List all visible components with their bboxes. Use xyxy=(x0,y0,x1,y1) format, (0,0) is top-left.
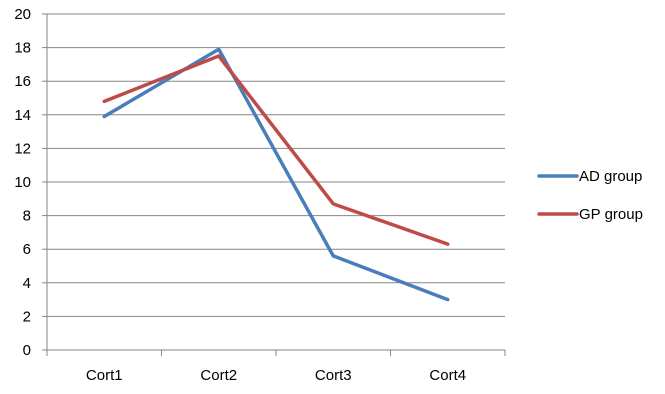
y-tick-label: 14 xyxy=(14,107,31,124)
y-tick-label: 2 xyxy=(23,308,31,325)
y-tick-label: 4 xyxy=(23,275,31,292)
gridlines xyxy=(47,13,505,317)
legend-label: AD group xyxy=(579,168,642,185)
axes xyxy=(42,13,506,356)
series-line-1 xyxy=(102,54,450,246)
legend: AD group GP group xyxy=(537,168,643,223)
y-tick-label: 0 xyxy=(23,342,31,359)
y-axis-tick-labels: 0 2 4 6 8 10 12 14 16 18 20 xyxy=(14,6,31,359)
y-tick-label: 12 xyxy=(14,140,31,157)
y-tick-label: 18 xyxy=(14,40,31,57)
series-line-0 xyxy=(102,47,450,302)
legend-label: GP group xyxy=(579,206,643,223)
x-axis-tick-labels: Cort1 Cort2 Cort3 Cort4 xyxy=(86,367,466,384)
y-tick-label: 10 xyxy=(14,174,31,191)
y-tick-label: 16 xyxy=(14,73,31,90)
x-tick-label: Cort4 xyxy=(429,367,466,384)
y-tick-label: 20 xyxy=(14,6,31,23)
x-tick-label: Cort2 xyxy=(200,367,237,384)
x-tick-label: Cort3 xyxy=(315,367,352,384)
series-lines xyxy=(102,47,450,302)
y-tick-label: 8 xyxy=(23,208,31,225)
y-tick-label: 6 xyxy=(23,241,31,258)
x-tick-label: Cort1 xyxy=(86,367,123,384)
